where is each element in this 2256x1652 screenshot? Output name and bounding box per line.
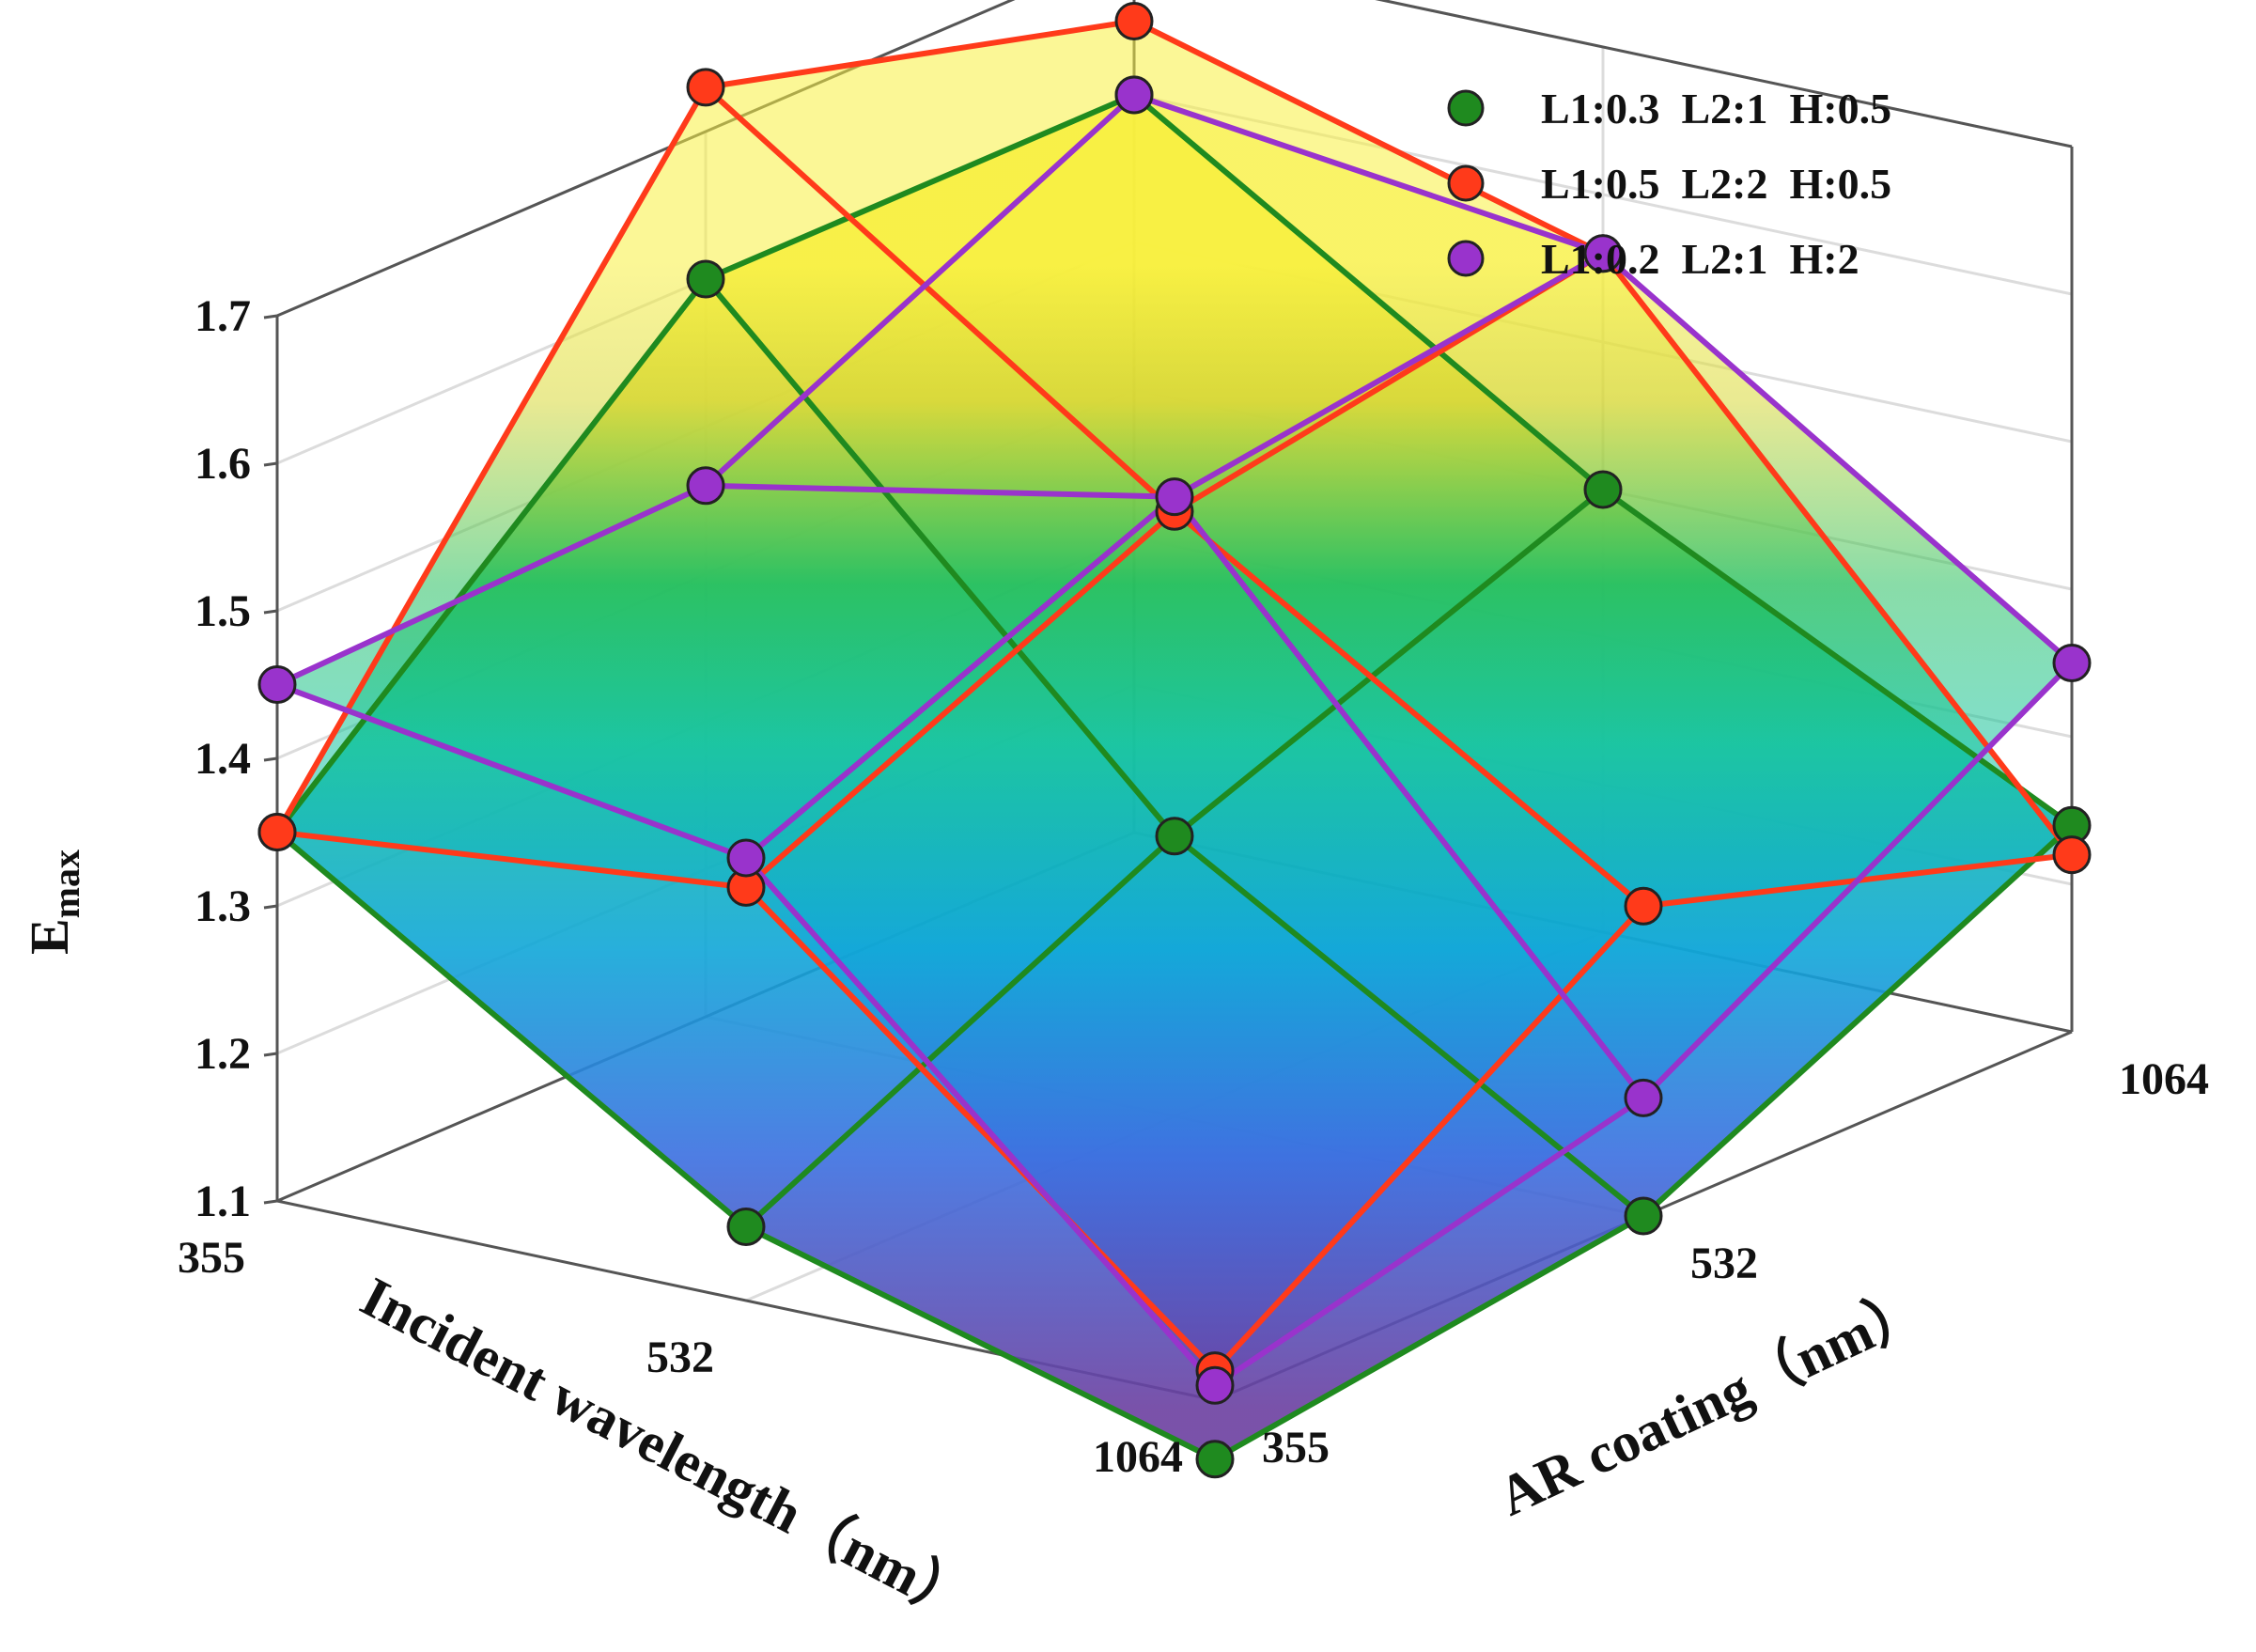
z-tick-label: 1.1 [194,1177,251,1226]
legend-marker [1447,164,1485,202]
data-point [1583,234,1623,273]
series-markers [257,2,2092,1479]
surface-patch [706,95,1603,497]
data-point [686,68,725,107]
z-tick-mark [263,756,278,762]
y-tick-label: 532 [1690,1239,1758,1288]
x-tick-label: 1064 [1093,1432,1183,1482]
data-point [1155,477,1194,517]
z-tick-mark [263,314,278,319]
surface-patch [746,496,1643,1386]
tick-labels: 1.1 1.2 1.3 1.4 1.5 1.6 1.7 355 532 1064 355 532 106… [178,291,2209,1482]
zaxis-label: Emax [19,849,87,955]
z-tick-label: 1.6 [194,439,251,489]
data-point [2052,644,2092,682]
data-point [2052,835,2092,875]
data-point [1624,1196,1663,1236]
zaxis-label-main: E [19,918,80,955]
xaxis-label: Incident wavelength（nm） [351,1264,982,1633]
yaxis-label: AR coating（nm） [1488,1275,1934,1528]
data-point [1624,886,1663,926]
data-point [1114,75,1154,115]
data-point [726,838,766,878]
data-point [726,1208,766,1246]
data-point [686,466,725,506]
x-tick-label: 532 [646,1333,714,1382]
data-point [1195,1365,1235,1405]
z-tick-label: 1.3 [194,881,251,931]
data-point [1624,1078,1663,1117]
data-point [257,665,297,704]
legend-label: L1:0.2 L2:1 H:2 [1541,235,1859,283]
z-tick-label: 1.4 [194,734,251,784]
z-tick-label: 1.5 [194,586,251,636]
legend: L1:0.3 L2:1 H:0.5 L1:0.5 L2:2 H:0.5 L1:0.2… [1447,85,1891,283]
data-point [1195,1440,1235,1479]
y-tick-label: 355 [1262,1423,1330,1473]
legend-marker [1447,240,1485,277]
z-tick-mark [263,904,278,910]
data-point [1155,817,1194,856]
z-tick-mark [263,1052,278,1057]
z-tick-label: 1.2 [194,1029,251,1079]
data-point [1114,2,1154,40]
data-point [1583,470,1623,509]
legend-label: L1:0.3 L2:1 H:0.5 [1541,85,1891,132]
x-tick-label: 355 [178,1233,245,1283]
y-tick-label: 1064 [2119,1054,2209,1104]
z-tick-label: 1.7 [194,291,251,341]
data-point [686,259,725,299]
axis-edge [1375,0,2073,148]
z-tick-mark [263,1199,278,1205]
legend-label: L1:0.5 L2:2 H:0.5 [1541,160,1891,208]
z-tick-mark [263,461,278,467]
legend-marker [1447,89,1485,127]
z-tick-mark [263,609,278,615]
data-point [257,813,297,851]
zaxis-label-sub: max [45,849,87,918]
